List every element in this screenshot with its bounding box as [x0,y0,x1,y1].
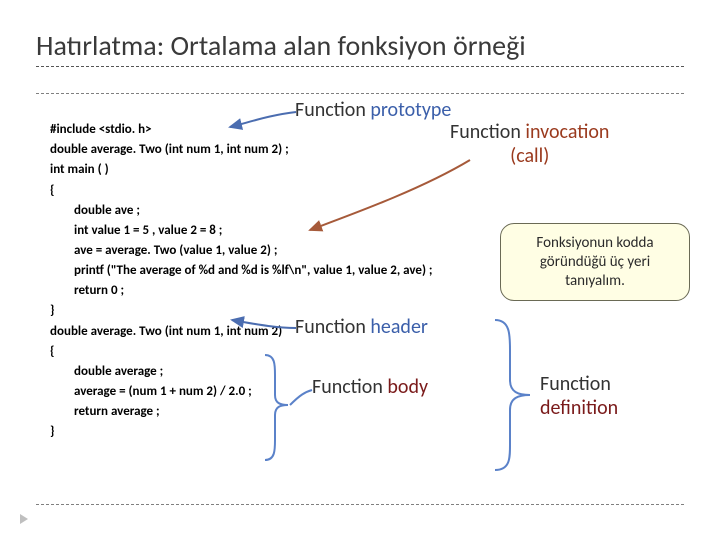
callout-line-1: Fonksiyonun kodda [515,234,675,253]
annotation-invocation-label: Function [450,120,521,144]
code-line-4: { [50,183,54,198]
annotation-body-word: body [387,375,428,399]
code-line-6: int value 1 = 5 , value 2 = 8 ; [50,221,222,241]
annotation-header-word: header [370,315,427,339]
code-line-12: { [50,344,54,359]
code-line-5: double ave ; [50,201,140,221]
annotation-definition: Function definition [540,372,618,420]
annotation-definition-word: definition [540,396,618,420]
code-line-7: ave = average. Two (value 1, value 2) ; [50,241,277,261]
code-line-16: } [50,424,54,439]
code-line-3: int main ( ) [50,162,109,177]
slide: Hatırlatma: Ortalama alan fonksiyon örne… [0,0,720,540]
code-line-14: average = (num 1 + num 2) / 2.0 ; [50,382,252,402]
annotation-body-label: Function [312,375,383,399]
code-line-13: double average ; [50,362,163,382]
annotation-body: Function body [312,375,428,399]
annotation-prototype-label: Function [295,98,366,122]
code-line-10: } [50,303,54,318]
code-line-9: return 0 ; [50,281,124,301]
annotation-definition-label: Function [540,372,611,396]
code-line-15: return average ; [50,402,160,422]
slide-title: Hatırlatma: Ortalama alan fonksiyon örne… [36,28,526,67]
callout-line-3: tanıyalım. [515,272,675,291]
annotation-invocation-word1: invocation [525,120,609,144]
title-underline [36,66,684,67]
callout-line-2: göründüğü üç yeri [515,253,675,272]
code-line-11: double average. Two (int num 1, int num … [50,324,282,339]
annotation-prototype-word: prototype [370,98,451,122]
code-line-2: double average. Two (int num 1, int num … [50,142,289,157]
callout-box: Fonksiyonun kodda göründüğü üç yeri tanı… [500,223,690,301]
annotation-invocation-word2: (call) [450,144,609,168]
slide-bullet-icon [20,514,28,524]
annotation-header: Function header [295,315,428,339]
dashed-rule-top [36,93,684,94]
code-line-1: #include <stdio. h> [50,122,152,137]
code-line-8: printf ("The average of %d and %d is %lf… [50,261,433,281]
brace-definition [495,320,530,470]
annotation-header-label: Function [295,315,366,339]
annotation-invocation: Function invocation (call) [450,120,609,168]
annotation-prototype: Function prototype [295,98,451,122]
dashed-rule-bottom [36,504,684,505]
